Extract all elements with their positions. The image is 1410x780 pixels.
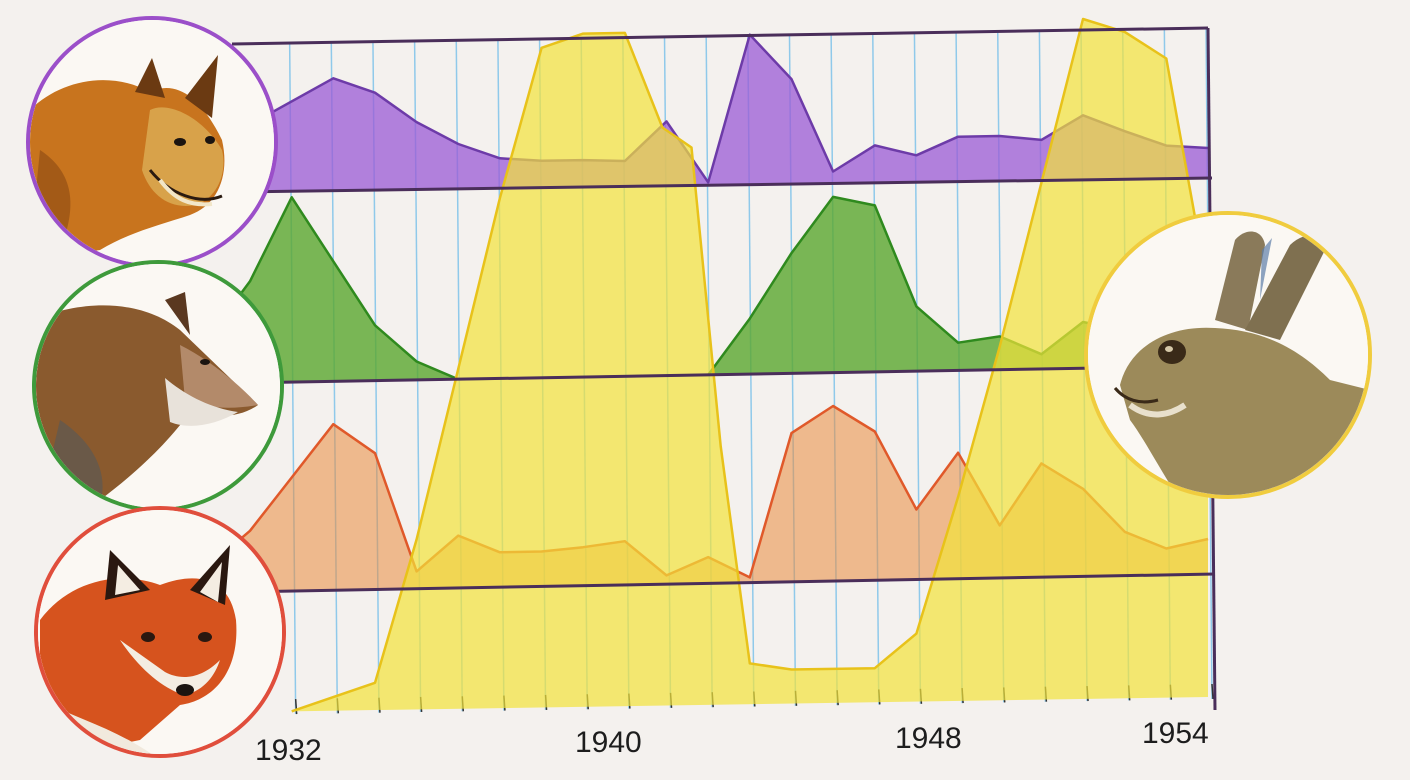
hare-icon <box>1084 211 1372 499</box>
x-tick-label-1948: 1948 <box>895 722 962 755</box>
hare-area <box>291 19 1208 712</box>
lynx-area <box>250 34 1208 193</box>
frame-layer <box>231 26 1217 711</box>
x-tick-1954 <box>1211 683 1214 700</box>
x-tick-label-1932: 1932 <box>255 734 322 767</box>
x-axis: 1932 1940 1948 1954 <box>255 717 1209 767</box>
band-divider-1 <box>239 176 1213 194</box>
hare-line <box>291 17 1210 713</box>
x-tick-label-1940: 1940 <box>575 726 642 759</box>
x-tick-label-1954: 1954 <box>1142 717 1209 750</box>
lynx-icon <box>26 16 278 268</box>
frame-top <box>231 26 1209 46</box>
band-divider-2 <box>239 364 1213 385</box>
band-divider-3 <box>239 572 1216 594</box>
x-tick-1932 <box>294 698 298 715</box>
series-layer <box>207 17 1210 713</box>
fox-icon <box>34 506 286 758</box>
wolf-icon <box>32 260 284 512</box>
